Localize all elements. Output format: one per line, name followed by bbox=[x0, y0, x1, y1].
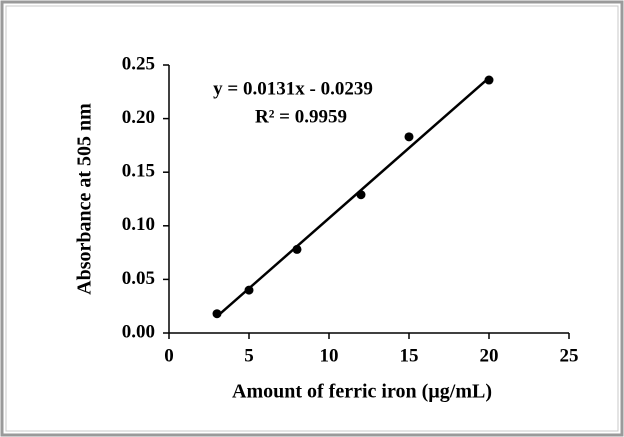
frame-inner bbox=[5, 5, 619, 432]
data-point bbox=[292, 244, 302, 254]
y-tick-label: 0.10 bbox=[122, 214, 155, 235]
equation: y = 0.0131x - 0.0239 bbox=[213, 78, 373, 99]
trendline bbox=[216, 76, 490, 318]
data-point bbox=[356, 190, 366, 200]
y-tick-label: 0.25 bbox=[122, 53, 155, 74]
y-tick-label: 0.05 bbox=[122, 268, 155, 289]
x-tick-label: 25 bbox=[560, 345, 579, 366]
x-tick-label: 0 bbox=[164, 345, 174, 366]
data-point bbox=[404, 132, 414, 142]
y-tick-label: 0.15 bbox=[122, 161, 155, 182]
y-tick-label: 0.00 bbox=[122, 321, 155, 342]
data-point bbox=[212, 309, 222, 319]
data-point bbox=[244, 285, 254, 295]
x-tick-label: 10 bbox=[320, 345, 339, 366]
y-axis-title: Absorbance at 505 nm bbox=[74, 103, 96, 295]
x-axis-title: Amount of ferric iron (µg/mL) bbox=[232, 381, 492, 403]
x-tick-label: 15 bbox=[400, 345, 419, 366]
x-tick-label: 5 bbox=[244, 345, 254, 366]
data-point bbox=[484, 75, 494, 85]
x-tick-label: 20 bbox=[480, 345, 499, 366]
r-squared: R² = 0.9959 bbox=[255, 106, 347, 127]
y-tick-label: 0.20 bbox=[122, 107, 155, 128]
